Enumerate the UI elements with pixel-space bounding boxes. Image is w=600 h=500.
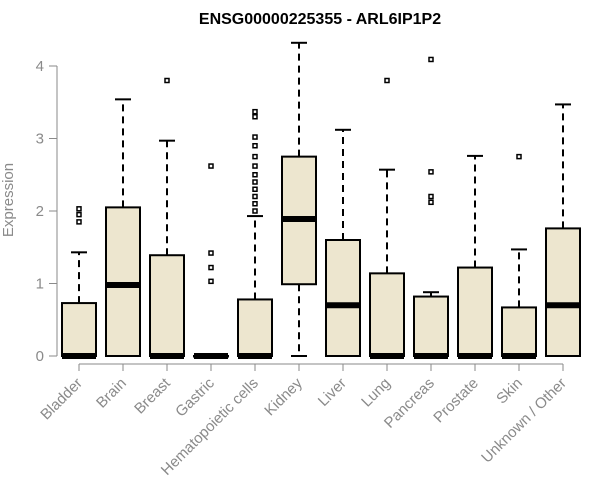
box-group (61, 206, 97, 359)
box (457, 266, 493, 357)
y-axis-label: Expression (0, 163, 17, 237)
outlier-point (428, 193, 434, 200)
y-tick-label: 3 (36, 131, 44, 148)
outlier-point (76, 211, 82, 218)
x-tick-label: Prostate (430, 375, 482, 427)
outlier-point (428, 56, 434, 63)
box-group (413, 56, 449, 359)
outlier-point (252, 193, 258, 200)
box (237, 298, 273, 358)
outlier-point (252, 172, 258, 178)
box-group (193, 163, 229, 359)
y-axis: 0 1 2 3 4 (36, 58, 58, 365)
outlier-point (252, 179, 258, 185)
box (325, 239, 361, 357)
outlier-point (252, 186, 258, 192)
y-tick-label: 2 (36, 203, 44, 220)
x-tick-label: Breast (131, 374, 174, 417)
x-tick-label: Lung (358, 375, 394, 411)
box (105, 206, 141, 357)
outlier-point (516, 153, 522, 160)
outlier-point (208, 250, 214, 256)
outlier-point (252, 134, 258, 140)
box-group (281, 41, 317, 357)
x-tick-label: Kidney (261, 374, 306, 419)
outlier-point (252, 208, 258, 214)
box (61, 302, 97, 358)
outlier-point (428, 199, 434, 206)
box (149, 254, 185, 358)
box-group (237, 108, 273, 359)
x-tick-label: Skin (493, 375, 526, 408)
box-group (149, 77, 185, 359)
y-tick-label: 0 (36, 348, 44, 365)
box-group (457, 154, 493, 359)
outlier-point (252, 143, 258, 149)
outlier-point (76, 206, 82, 212)
box-group (105, 98, 141, 357)
box (501, 306, 537, 357)
outlier-point (252, 153, 258, 160)
outlier-point (252, 114, 258, 120)
box (369, 272, 405, 358)
outlier-point (208, 264, 214, 271)
box-group (369, 77, 405, 359)
outlier-point (252, 108, 258, 115)
outlier-point (428, 169, 434, 175)
chart-title: ENSG00000225355 - ARL6IP1P2 (199, 11, 441, 28)
outlier-point (208, 163, 214, 169)
y-tick-label: 4 (36, 58, 44, 75)
box (545, 227, 581, 357)
outlier-point (252, 201, 258, 207)
box-group (545, 103, 581, 357)
plot-area (61, 41, 581, 359)
outlier-point (76, 219, 82, 225)
box-group (501, 153, 537, 359)
x-tick-label: Bladder (37, 375, 86, 424)
x-tick-label: Brain (93, 375, 130, 412)
box (413, 295, 449, 357)
outlier-point (164, 77, 170, 84)
x-tick-label: Liver (315, 375, 350, 410)
outlier-point (208, 278, 214, 285)
outlier-point (252, 163, 258, 169)
y-tick-label: 1 (36, 276, 44, 293)
box-group (325, 128, 361, 357)
outlier-point (384, 77, 390, 84)
